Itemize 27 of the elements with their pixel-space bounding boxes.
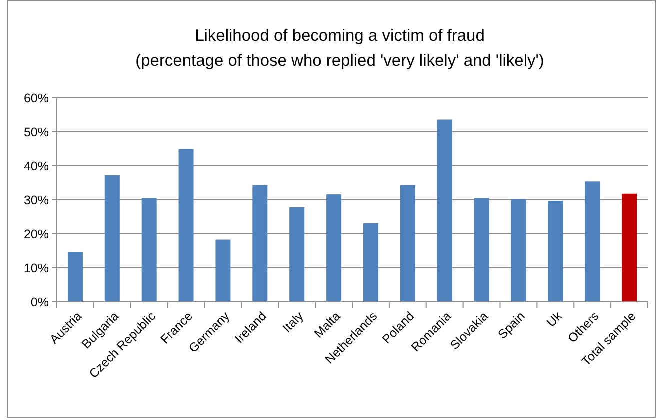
x-tick-label: Uk xyxy=(544,308,566,330)
bar xyxy=(548,201,564,302)
y-tick-label: 50% xyxy=(24,125,49,140)
y-tick-label: 30% xyxy=(24,193,49,208)
bar xyxy=(104,176,120,302)
bar xyxy=(290,207,305,302)
bar xyxy=(474,198,490,302)
bar xyxy=(511,199,526,302)
bar xyxy=(68,252,83,302)
bar xyxy=(437,120,452,302)
bar xyxy=(622,194,638,302)
chart-subtitle: (percentage of those who replied 'very likely' and 'likely') xyxy=(136,52,544,70)
bar xyxy=(252,185,268,302)
bar xyxy=(585,182,600,302)
bar xyxy=(400,185,416,302)
y-tick-label: 60% xyxy=(24,91,49,106)
chart-title: Likelihood of becoming a victim of fraud xyxy=(195,27,485,45)
y-tick-label: 40% xyxy=(24,159,49,174)
y-tick-label: 10% xyxy=(24,261,49,276)
bar xyxy=(142,198,157,302)
bar xyxy=(326,194,342,302)
x-tick-label: Italy xyxy=(280,308,307,336)
y-tick-label: 0% xyxy=(30,295,49,310)
bar xyxy=(178,149,194,302)
y-tick-label: 20% xyxy=(24,227,49,242)
bar xyxy=(216,240,231,302)
bar xyxy=(363,223,378,302)
